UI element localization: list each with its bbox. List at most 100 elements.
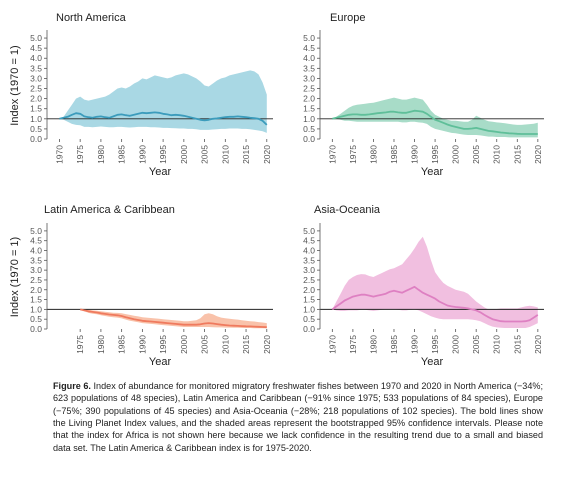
x-tick-label: 1980 (368, 335, 378, 354)
y-tick-label: 1.5 (303, 295, 315, 305)
y-tick-label: 4.0 (30, 246, 42, 256)
x-tick-label: 1970 (327, 145, 337, 164)
x-tick-label: 2010 (492, 145, 502, 164)
x-tick-label: 1995 (158, 145, 168, 164)
figure-caption-label: Figure 6. (53, 381, 91, 391)
x-tick-label: 1975 (348, 335, 358, 354)
y-tick-label: 2.0 (303, 94, 315, 104)
x-tick-label: 2015 (241, 145, 251, 164)
x-tick-label: 1995 (158, 335, 168, 354)
y-tick-label: 1.0 (303, 114, 315, 124)
x-tick-label: 2000 (179, 145, 189, 164)
chart-title: Europe (330, 12, 365, 24)
x-tick-label: 2010 (220, 145, 230, 164)
confidence-band (332, 236, 538, 328)
x-tick-label: 1975 (75, 145, 85, 164)
x-tick-label: 1985 (117, 335, 127, 354)
x-tick-label: 1990 (410, 145, 420, 164)
y-tick-label: 0.5 (303, 314, 315, 324)
y-tick-label: 3.5 (30, 63, 42, 73)
y-tick-label: 1.0 (303, 304, 315, 314)
x-tick-label: 2015 (241, 335, 251, 354)
x-tick-label: 1980 (368, 145, 378, 164)
y-tick-label: 3.5 (303, 63, 315, 73)
y-tick-label: 4.5 (303, 236, 315, 246)
index-line (79, 308, 267, 329)
index-line (331, 285, 539, 323)
y-axis-title: Index (1970 = 1) (9, 45, 21, 125)
x-tick-label: 1985 (117, 145, 127, 164)
x-tick-label: 1985 (389, 335, 399, 354)
y-tick-label: 2.5 (30, 84, 42, 94)
x-tick-label: 2010 (220, 335, 230, 354)
y-tick-label: 2.0 (30, 94, 42, 104)
x-tick-label: 1980 (96, 145, 106, 164)
y-tick-label: 3.0 (30, 265, 42, 275)
chart-panel: Asia-Oceania 0.00.51.01.52.02.53.03.54.04… (303, 204, 544, 368)
y-tick-label: 2.0 (30, 285, 42, 295)
chart-panel: North America 0.00.51.01.52.02.53.03.54.0… (9, 12, 273, 178)
index-line (332, 109, 538, 135)
x-tick-label: 2015 (512, 145, 522, 164)
y-tick-label: 4.0 (303, 53, 315, 63)
x-tick-label: 1990 (410, 335, 420, 354)
y-tick-label: 0.0 (30, 324, 42, 334)
y-tick-label: 4.5 (303, 43, 315, 53)
chart-panel: Latin America & Caribbean 0.00.51.01.52.0… (9, 204, 273, 368)
x-tick-label: 2020 (262, 335, 272, 354)
x-tick-label: 1975 (348, 145, 358, 164)
y-tick-label: 2.5 (303, 84, 315, 94)
y-tick-label: 3.5 (303, 255, 315, 265)
y-tick-label: 0.5 (30, 314, 42, 324)
y-tick-label: 0.0 (303, 134, 315, 144)
x-tick-label: 1970 (327, 335, 337, 354)
x-tick-label: 1975 (75, 335, 85, 354)
y-tick-label: 3.0 (303, 265, 315, 275)
y-tick-label: 2.5 (303, 275, 315, 285)
y-tick-label: 5.0 (30, 226, 42, 236)
x-tick-label: 1980 (96, 335, 106, 354)
y-tick-label: 0.5 (303, 124, 315, 134)
x-tick-label: 2005 (200, 145, 210, 164)
y-tick-label: 3.5 (30, 255, 42, 265)
x-axis-title: Year (149, 166, 172, 178)
y-tick-label: 1.5 (30, 295, 42, 305)
x-tick-label: 2005 (471, 335, 481, 354)
index-line (59, 111, 268, 126)
x-axis-title: Year (149, 356, 172, 368)
y-tick-label: 2.5 (30, 275, 42, 285)
y-tick-label: 1.5 (30, 104, 42, 114)
y-tick-label: 0.0 (30, 134, 42, 144)
x-axis-title: Year (421, 356, 444, 368)
figure-caption-text: Index of abundance for monitored migrato… (53, 381, 544, 453)
y-tick-label: 1.5 (303, 104, 315, 114)
x-tick-label: 2020 (262, 145, 272, 164)
y-tick-label: 0.0 (303, 324, 315, 334)
x-tick-label: 1995 (430, 145, 440, 164)
x-tick-label: 2005 (200, 335, 210, 354)
x-axis-title: Year (421, 166, 444, 178)
y-tick-label: 5.0 (30, 33, 42, 43)
x-tick-label: 1990 (137, 145, 147, 164)
y-tick-label: 3.0 (303, 73, 315, 83)
chart-panel: Europe 0.00.51.01.52.02.53.03.54.04.55.0 1… (303, 12, 544, 178)
chart-title: North America (56, 12, 127, 24)
chart-title: Asia-Oceania (314, 204, 381, 216)
y-tick-label: 1.0 (30, 304, 42, 314)
y-tick-label: 4.5 (30, 236, 42, 246)
x-tick-label: 1985 (389, 145, 399, 164)
x-tick-label: 2000 (179, 335, 189, 354)
y-tick-label: 3.0 (30, 73, 42, 83)
y-tick-label: 4.5 (30, 43, 42, 53)
y-axis-title: Index (1970 = 1) (9, 237, 21, 317)
x-tick-label: 2010 (492, 335, 502, 354)
x-tick-label: 2000 (451, 145, 461, 164)
y-tick-label: 4.0 (303, 246, 315, 256)
x-tick-label: 2020 (533, 145, 543, 164)
x-tick-label: 2000 (451, 335, 461, 354)
y-tick-label: 1.0 (30, 114, 42, 124)
x-tick-label: 2015 (512, 335, 522, 354)
figure-caption: Figure 6. Index of abundance for monitor… (53, 380, 543, 454)
y-tick-label: 4.0 (30, 53, 42, 63)
